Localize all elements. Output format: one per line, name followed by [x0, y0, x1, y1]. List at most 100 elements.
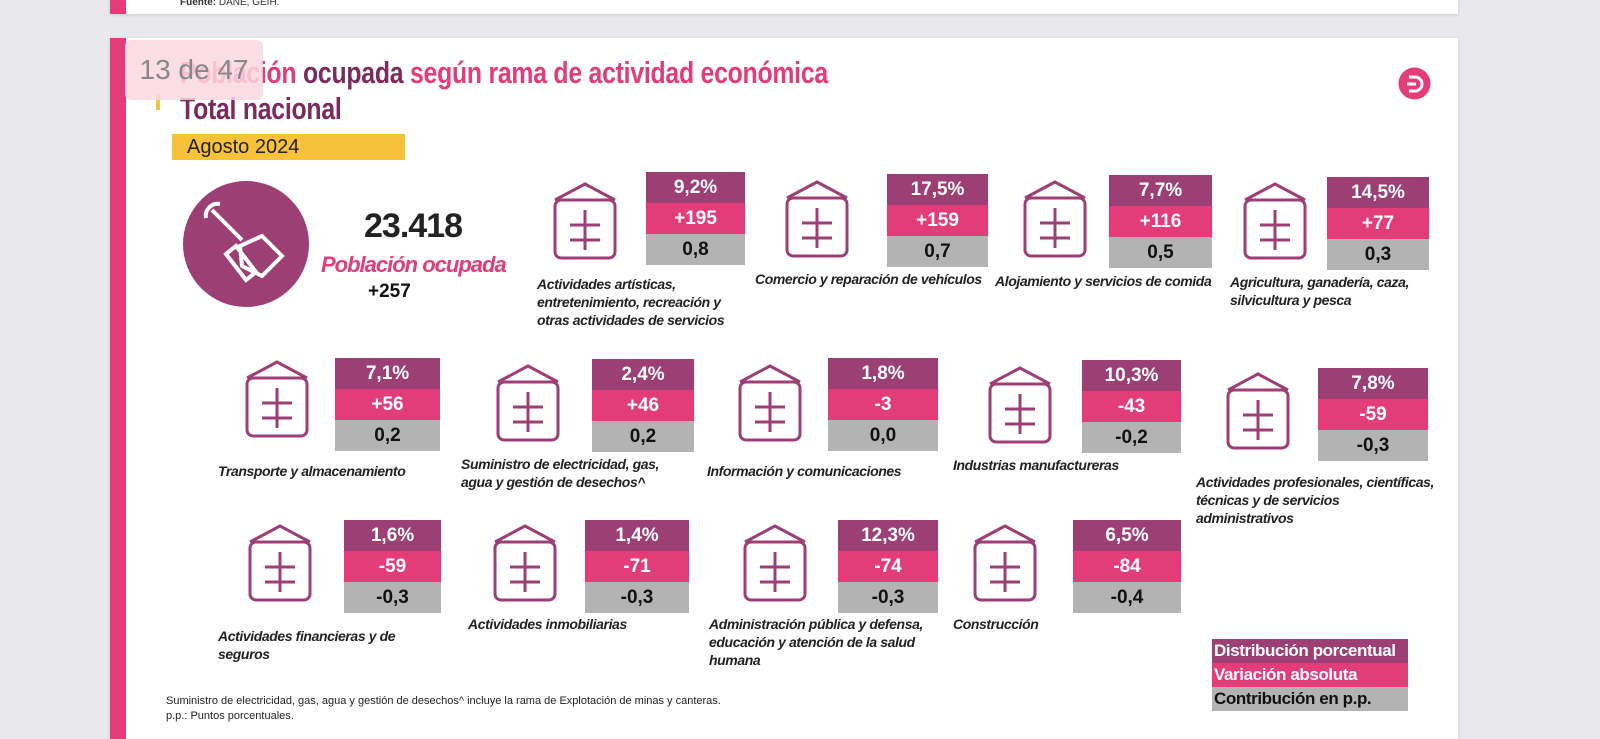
sector-figures: 7,7% +116 0,5	[1109, 175, 1212, 268]
share: 1,8%	[828, 358, 938, 389]
change: -59	[344, 551, 441, 582]
contribution: -0,3	[838, 582, 938, 613]
icon-part	[743, 540, 807, 602]
total-value: 23.418	[364, 207, 463, 245]
change: +56	[335, 389, 440, 420]
sector-label: Comercio y reparación de vehículos	[755, 271, 982, 287]
sector-label: Construcción	[953, 616, 1039, 632]
contribution: 0,8	[646, 234, 745, 265]
icon-part	[989, 366, 1051, 434]
share: 9,2%	[646, 172, 745, 203]
sector-label: Industrias manufactureras	[953, 457, 1119, 473]
sector-label: Administración pública y defensa, educac…	[709, 616, 923, 668]
share: 2,4%	[592, 359, 694, 390]
total-icon	[183, 181, 309, 307]
contribution: 0,2	[335, 420, 440, 451]
icon-part	[786, 180, 848, 248]
sector-figures: 1,4% -71 -0,3	[585, 520, 689, 613]
change: -43	[1082, 391, 1181, 422]
icon-part	[497, 364, 559, 432]
sector-figures: 17,5% +159 0,7	[887, 174, 988, 267]
change: -71	[585, 551, 689, 582]
sector-label: Suministro de electricidad, gas, agua y …	[461, 456, 660, 490]
page-counter: 13 de 47	[125, 40, 263, 100]
source: Fuente: DANE, GEIH.	[180, 0, 279, 8]
icon-shape	[248, 524, 312, 602]
change: +77	[1327, 208, 1429, 239]
icon-part	[496, 380, 560, 442]
sector-figures: 2,4% +46 0,2	[592, 359, 694, 452]
change: -74	[838, 551, 938, 582]
previous-slide: Fuente: DANE, GEIH.	[110, 0, 1458, 14]
icon-part	[1244, 182, 1306, 250]
footnote: p.p.: Puntos porcentuales.	[166, 710, 294, 722]
sector-icon	[1243, 182, 1307, 260]
contribution: -0,3	[1318, 430, 1428, 461]
icon-part	[249, 524, 311, 592]
share: 17,5%	[887, 174, 988, 205]
sector-label: Actividades inmobiliarias	[468, 616, 627, 632]
icon-part	[974, 524, 1036, 592]
contribution: 0,3	[1327, 239, 1429, 270]
icon-part	[494, 524, 556, 592]
sector-icon	[553, 182, 617, 260]
change: +159	[887, 205, 988, 236]
sector-icon	[248, 524, 312, 602]
sector-figures: 14,5% +77 0,3	[1327, 177, 1429, 270]
icon-shape	[245, 360, 309, 438]
icon-shape	[553, 182, 617, 260]
icon-part	[1023, 196, 1087, 258]
icon-shape	[973, 524, 1037, 602]
sector-figures: 9,2% +195 0,8	[646, 172, 745, 265]
contribution: 0,0	[828, 420, 938, 451]
sector-figures: 7,1% +56 0,2	[335, 358, 440, 451]
contribution: 0,7	[887, 236, 988, 267]
icon-part	[1226, 388, 1290, 450]
accent-bar	[156, 95, 160, 110]
legend: Distribución porcentual Variación absolut…	[1212, 639, 1408, 711]
share: 6,5%	[1073, 520, 1181, 551]
change: +46	[592, 390, 694, 421]
contribution: 0,5	[1109, 237, 1212, 268]
icon-shape	[738, 364, 802, 442]
change: -3	[828, 389, 938, 420]
logo	[1398, 67, 1431, 100]
icon-shape	[1226, 372, 1290, 450]
sector-label: Información y comunicaciones	[707, 463, 902, 479]
sector-icon	[1226, 372, 1290, 450]
sector-label: Actividades financieras y de seguros	[218, 628, 396, 662]
icon-part	[785, 196, 849, 258]
contribution: -0,2	[1082, 422, 1181, 453]
share: 7,1%	[335, 358, 440, 389]
title-part: según rama de actividad económica	[409, 55, 828, 90]
sector-figures: 1,8% -3 0,0	[828, 358, 938, 451]
share: 14,5%	[1327, 177, 1429, 208]
icon-shape	[988, 366, 1052, 444]
title-line-1: Población ocupada según rama de activida…	[180, 55, 828, 91]
sector-figures: 10,3% -43 -0,2	[1082, 360, 1181, 453]
change: -59	[1318, 399, 1428, 430]
sector-icon	[738, 364, 802, 442]
total-label: Población ocupada	[321, 252, 507, 277]
sector-icon	[785, 180, 849, 258]
total-change: +257	[368, 281, 411, 302]
sector-icon	[493, 524, 557, 602]
icon-part	[248, 540, 312, 602]
icon-shape	[496, 364, 560, 442]
share: 10,3%	[1082, 360, 1181, 391]
icon-part	[738, 380, 802, 442]
sector-figures: 12,3% -74 -0,3	[838, 520, 938, 613]
icon-part	[973, 540, 1037, 602]
period-badge: Agosto 2024	[172, 134, 405, 160]
change: +195	[646, 203, 745, 234]
share: 12,3%	[838, 520, 938, 551]
contribution: -0,4	[1073, 582, 1181, 613]
share: 1,6%	[344, 520, 441, 551]
icon-part	[739, 364, 801, 432]
contribution: -0,3	[585, 582, 689, 613]
icon-part	[493, 540, 557, 602]
icon-part	[1243, 198, 1307, 260]
sector-icon	[245, 360, 309, 438]
sector-icon	[973, 524, 1037, 602]
